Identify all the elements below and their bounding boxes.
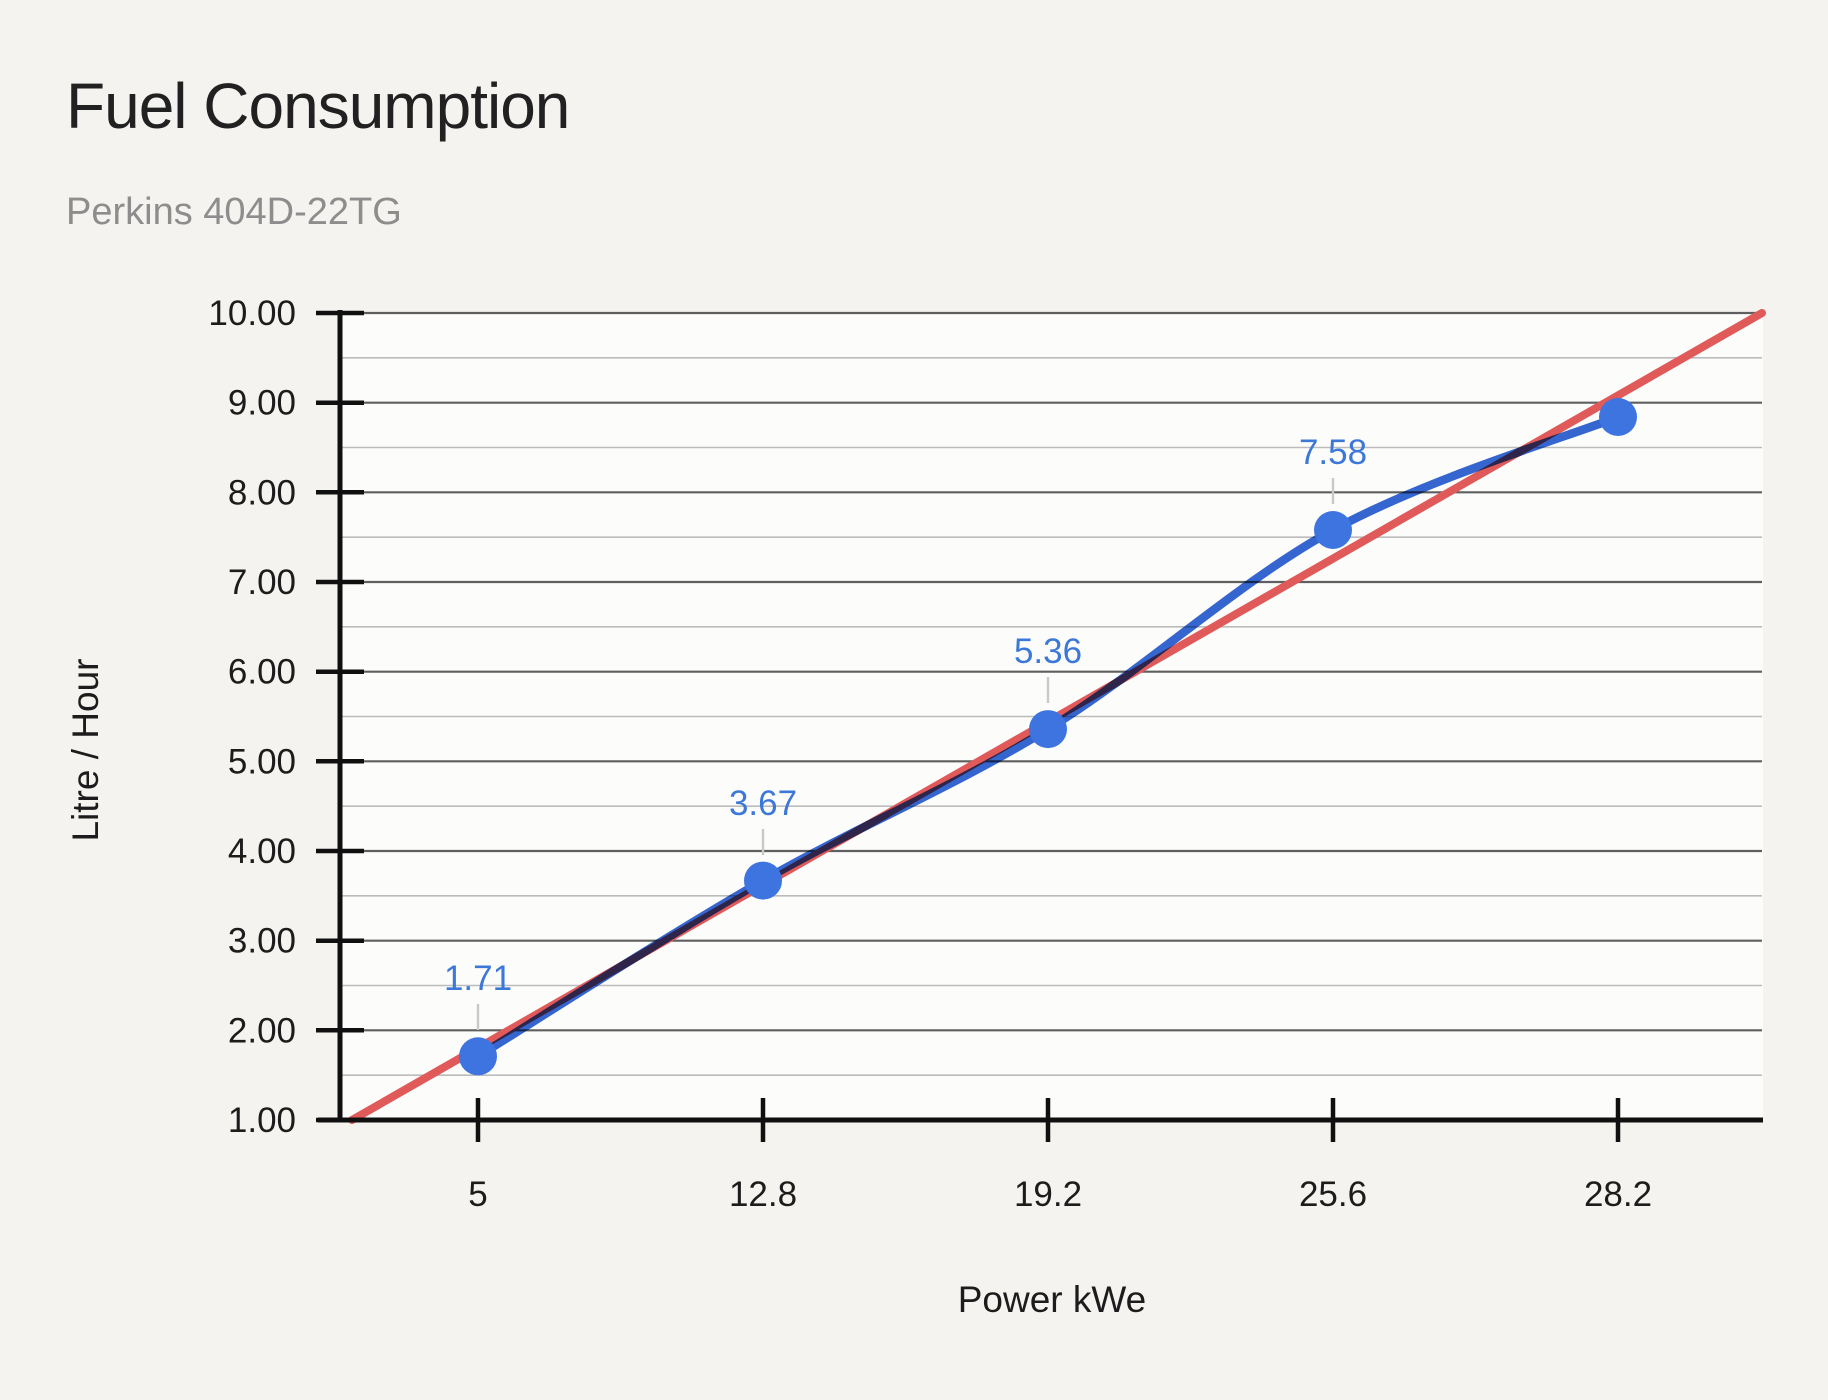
major-gridlines	[340, 311, 1762, 1032]
chart-title: Fuel Consumption	[66, 70, 569, 142]
data-point	[459, 1037, 497, 1076]
data-point	[1314, 511, 1352, 549]
y-tick-label: 7.00	[228, 563, 296, 602]
y-axis-ticks	[316, 310, 364, 1123]
data-point-label: 1.71	[444, 959, 512, 998]
x-tick-label: 19.2	[1014, 1175, 1082, 1214]
data-point-label: 3.67	[729, 784, 797, 823]
y-tick-label: 2.00	[228, 1011, 296, 1050]
x-tick-label: 5	[468, 1175, 487, 1214]
x-axis-tick-labels: 5 12.8 19.2 25.6 28.2	[468, 1175, 1652, 1214]
data-point-label: 5.36	[1014, 632, 1082, 671]
x-axis-ticks	[475, 1098, 1621, 1142]
data-point	[744, 861, 782, 900]
x-tick-label: 12.8	[729, 1175, 797, 1214]
y-tick-label: 3.00	[228, 922, 296, 961]
x-tick-label: 25.6	[1299, 1175, 1367, 1214]
y-tick-label: 8.00	[228, 473, 296, 512]
data-point	[1029, 710, 1067, 749]
x-tick-label: 28.2	[1584, 1175, 1652, 1214]
y-axis-tick-labels: 10.00 9.00 8.00 7.00 6.00 5.00 4.00 3.00…	[208, 294, 296, 1140]
chart-subtitle: Perkins 404D-22TG	[66, 191, 402, 233]
data-label-leaders	[476, 478, 1335, 1030]
minor-gridlines	[340, 356, 1762, 1076]
y-tick-label: 5.00	[228, 742, 296, 781]
data-point-label: 7.58	[1299, 433, 1367, 472]
series-points	[459, 398, 1637, 1076]
y-tick-label: 6.00	[228, 653, 296, 692]
y-tick-label: 10.00	[208, 294, 296, 333]
y-axis-title: Litre / Hour	[65, 658, 106, 841]
data-point	[1599, 398, 1637, 436]
y-tick-label: 4.00	[228, 832, 296, 871]
x-axis-title: Power kWe	[958, 1279, 1147, 1320]
y-tick-label: 9.00	[228, 384, 296, 423]
y-tick-label: 1.00	[228, 1101, 296, 1140]
data-point-labels: 1.71 3.67 5.36 7.58	[444, 433, 1367, 998]
